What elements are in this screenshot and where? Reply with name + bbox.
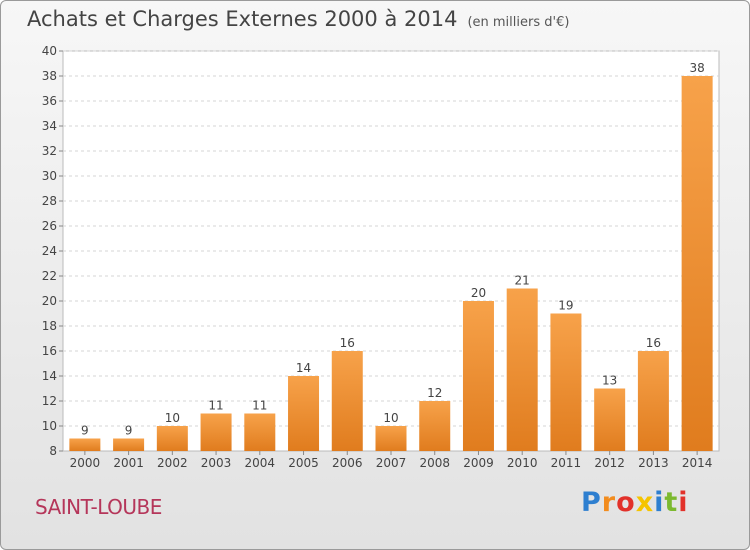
x-tick-label-2003: 2003	[201, 456, 232, 470]
x-tick-label-2010: 2010	[507, 456, 538, 470]
x-tick-label-2013: 2013	[638, 456, 669, 470]
bars: 9 9 10 11 11 14 16 10 12 20 21 19 13 16 38	[69, 61, 713, 451]
data-label-2007: 10	[383, 411, 398, 425]
y-tick-label: 22	[42, 269, 57, 283]
y-tick-label: 24	[42, 244, 57, 258]
data-label-2004: 11	[252, 399, 267, 413]
x-tick-label-2004: 2004	[245, 456, 276, 470]
bar-2007	[375, 426, 407, 451]
data-label-2012: 13	[602, 374, 617, 388]
data-label-2003: 11	[208, 399, 223, 413]
x-tick-label-2001: 2001	[113, 456, 144, 470]
data-label-2013: 16	[646, 336, 661, 350]
logo-letter: i	[678, 487, 689, 518]
y-tick-label: 18	[42, 319, 57, 333]
y-tick-label: 10	[42, 419, 57, 433]
logo-letter: o	[616, 487, 636, 518]
y-tick-label: 20	[42, 294, 57, 308]
x-tick-label-2005: 2005	[288, 456, 319, 470]
y-tick-label: 32	[42, 144, 57, 158]
commune-name: SAINT-LOUBE	[35, 495, 162, 519]
logo-letter: t	[664, 487, 679, 518]
x-tick-label-2008: 2008	[419, 456, 450, 470]
x-axis: 2000 2001 2002 2003 2004 2005 2006 2007 2008 2009…	[70, 451, 713, 470]
y-tick-label: 40	[42, 44, 57, 58]
bar-2014	[681, 76, 713, 451]
y-tick-label: 26	[42, 219, 57, 233]
data-label-2001: 9	[125, 424, 133, 438]
data-label-2005: 14	[296, 361, 311, 375]
y-tick-label: 28	[42, 194, 57, 208]
bar-2000	[69, 438, 101, 451]
y-tick-label: 8	[49, 444, 57, 458]
x-tick-label-2011: 2011	[551, 456, 582, 470]
y-tick-label: 12	[42, 394, 57, 408]
logo-letter: x	[635, 487, 655, 518]
bar-2003	[200, 413, 232, 451]
y-tick-label: 14	[42, 369, 57, 383]
bar-2009	[462, 301, 494, 451]
logo-letter: r	[601, 487, 617, 518]
data-label-2014: 38	[689, 61, 704, 75]
x-tick-label-2009: 2009	[463, 456, 494, 470]
x-tick-label-2014: 2014	[682, 456, 713, 470]
bar-2013	[637, 351, 669, 451]
data-label-2009: 20	[471, 286, 486, 300]
data-label-2006: 16	[340, 336, 355, 350]
y-tick-label: 30	[42, 169, 57, 183]
chart-title: Achats et Charges Externes 2000 à 2014 (e…	[27, 7, 569, 31]
bar-2011	[550, 313, 582, 451]
x-tick-label-2007: 2007	[376, 456, 407, 470]
data-label-2011: 19	[558, 299, 573, 313]
bar-2012	[594, 388, 626, 451]
y-tick-label: 34	[42, 119, 57, 133]
y-tick-label: 16	[42, 344, 57, 358]
data-label-2010: 21	[515, 274, 530, 288]
bar-2002	[156, 426, 188, 451]
bar-2006	[331, 351, 363, 451]
x-tick-label-2002: 2002	[157, 456, 188, 470]
x-tick-label-2000: 2000	[70, 456, 101, 470]
y-tick-label: 38	[42, 69, 57, 83]
data-label-2000: 9	[81, 424, 89, 438]
bar-2005	[288, 376, 320, 451]
title-text: Achats et Charges Externes 2000 à 2014	[27, 7, 458, 31]
logo-letter: i	[654, 487, 665, 518]
proxiti-logo: Proxiti	[581, 487, 689, 518]
bar-2001	[113, 438, 145, 451]
y-tick-label: 36	[42, 94, 57, 108]
bar-2010	[506, 288, 538, 451]
x-tick-label-2012: 2012	[594, 456, 625, 470]
data-label-2008: 12	[427, 386, 442, 400]
y-axis: 8 10 12 14 16 18 20 22 24 26 28 30 32 34 36 38 40	[42, 44, 63, 458]
bar-2008	[419, 401, 451, 451]
logo-letter: P	[581, 487, 602, 518]
data-label-2002: 10	[165, 411, 180, 425]
bar-2004	[244, 413, 276, 451]
x-tick-label-2006: 2006	[332, 456, 363, 470]
unit-label: (en milliers d'€)	[467, 15, 570, 30]
